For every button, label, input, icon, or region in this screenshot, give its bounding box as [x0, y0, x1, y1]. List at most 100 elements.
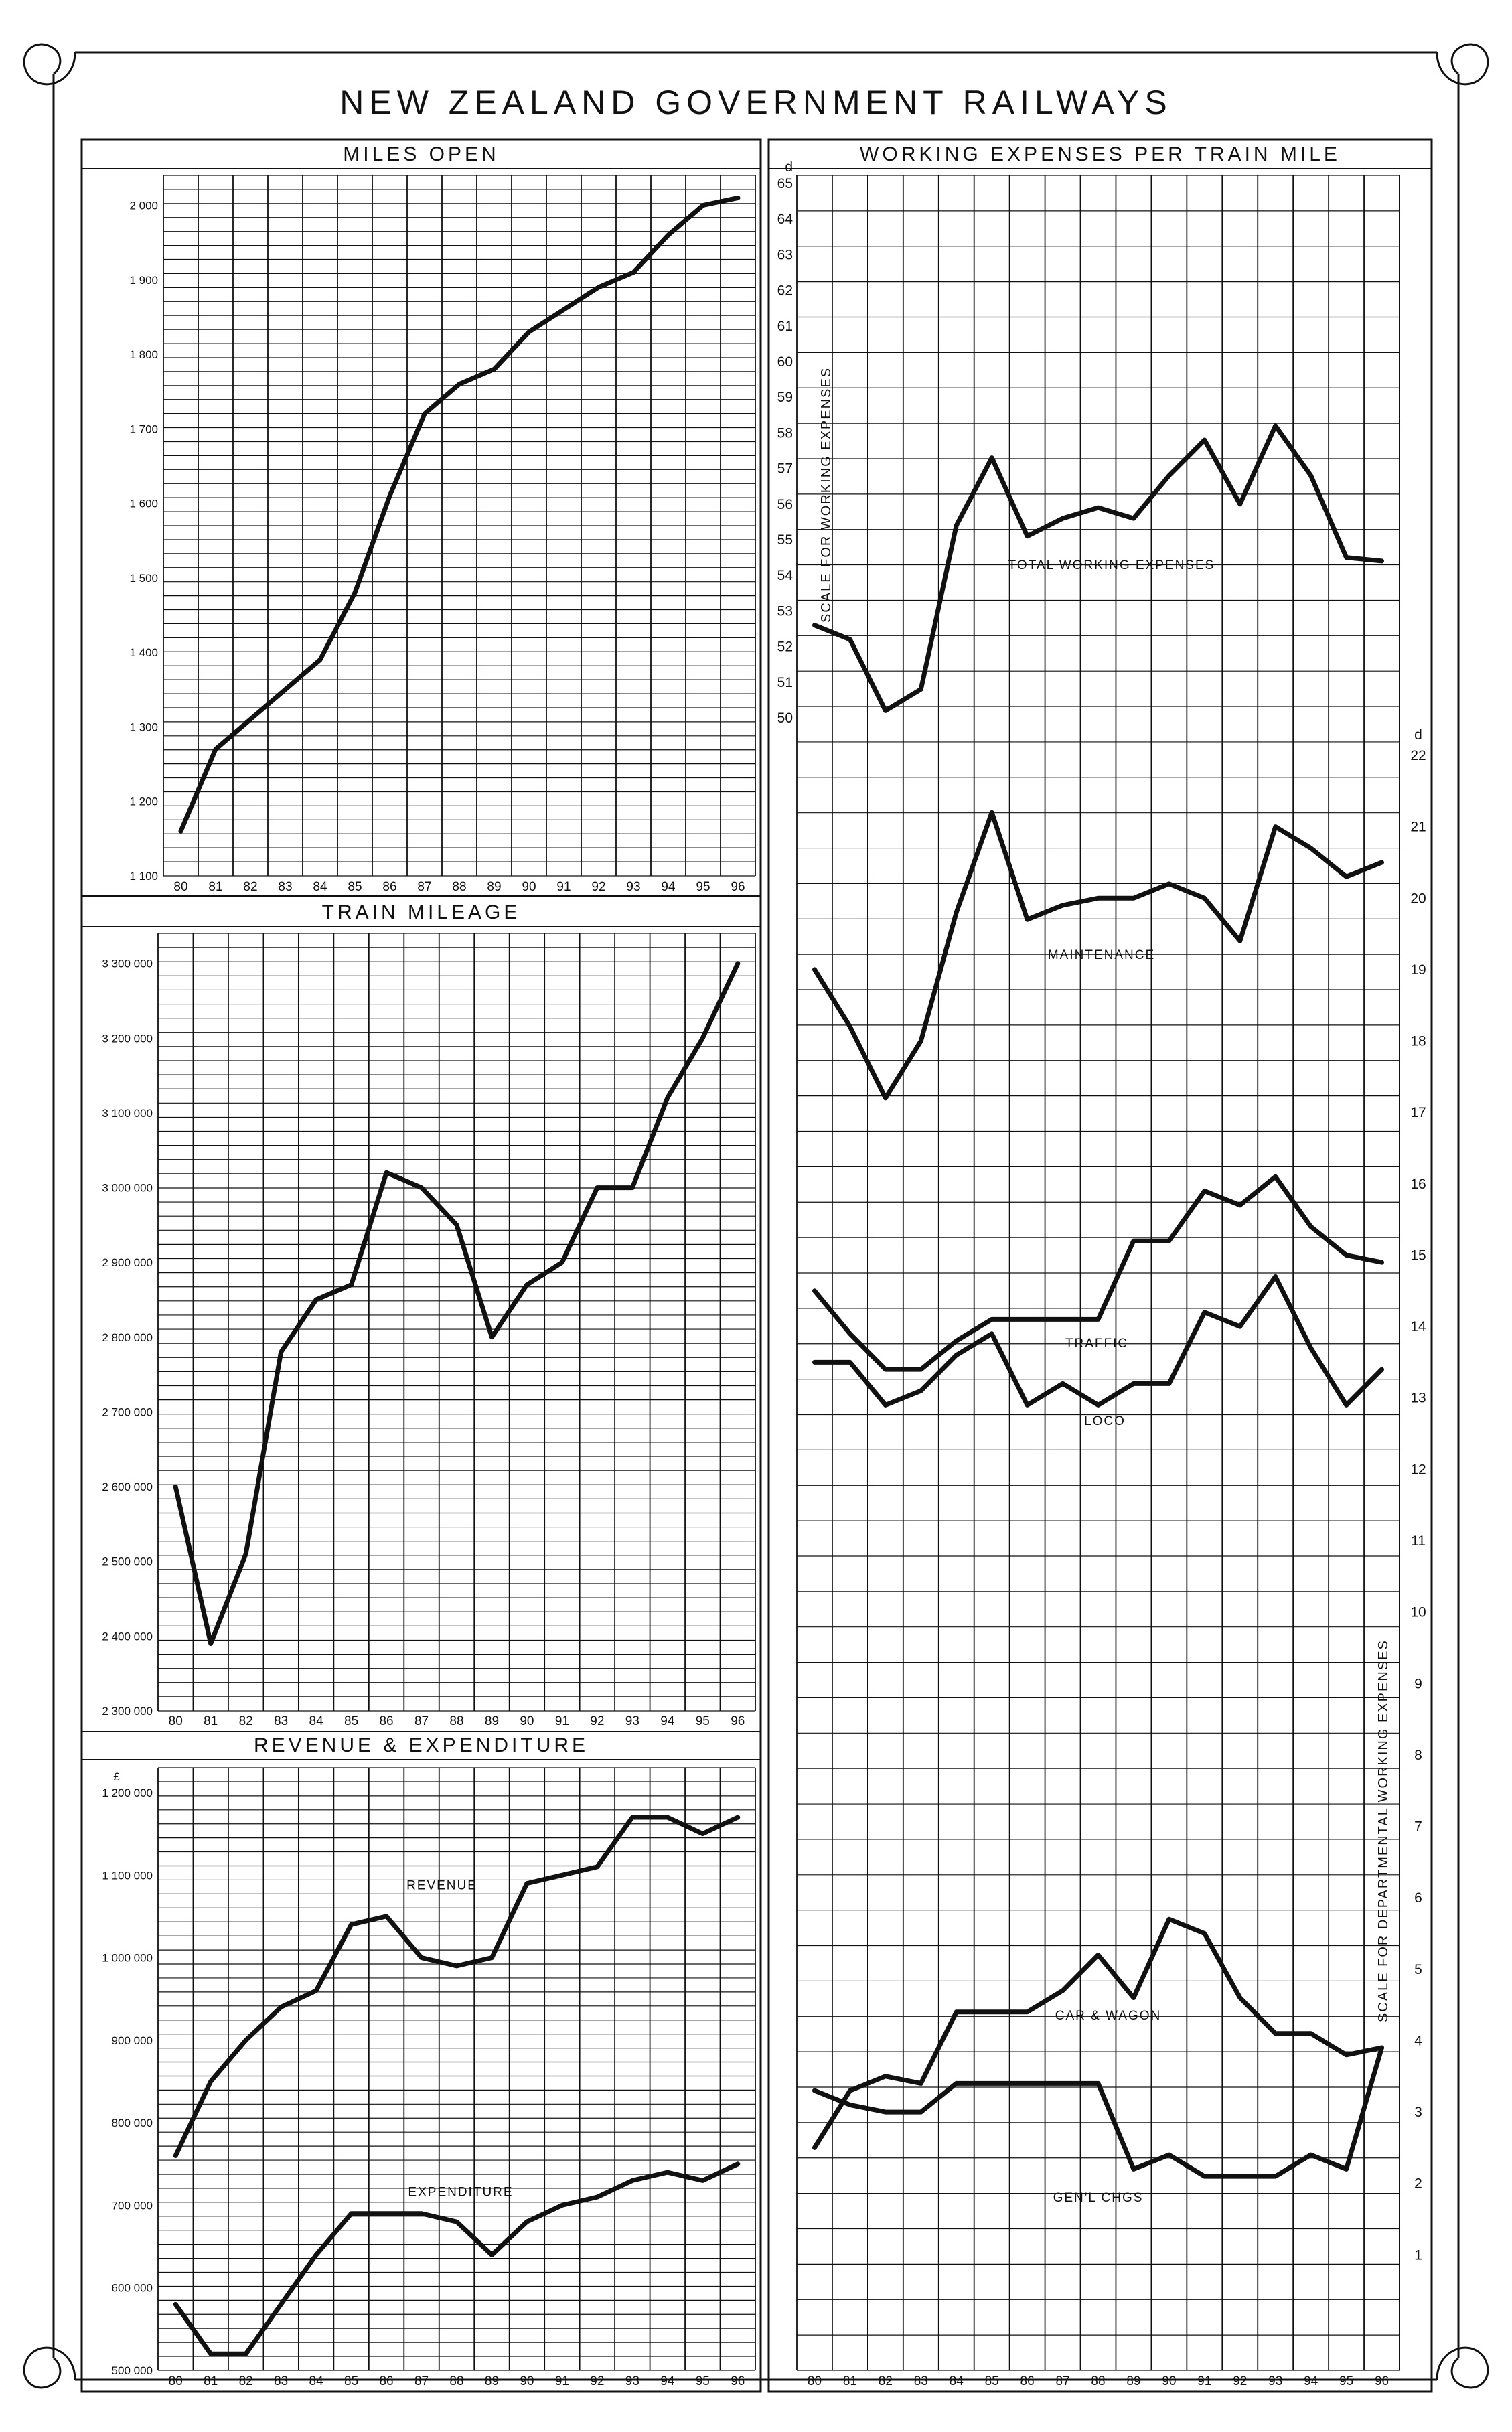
x-tick-label: 85	[985, 2374, 999, 2388]
right-axis-tick: 6	[1414, 1890, 1422, 1906]
x-tick-label: 94	[1304, 2374, 1318, 2388]
x-tick-label: 91	[1197, 2374, 1211, 2388]
y-tick-label: 1 500	[129, 572, 158, 585]
panel-title: MILES OPEN	[343, 143, 499, 165]
y-tick-label: 1 400	[129, 646, 158, 659]
left-axis-tick: 64	[777, 212, 793, 227]
x-tick-label: 88	[1091, 2374, 1105, 2388]
x-tick-label: 87	[414, 2374, 429, 2388]
right-axis-tick: 1	[1414, 2247, 1422, 2263]
series-line	[812, 1916, 1384, 2150]
panel-title: WORKING EXPENSES PER TRAIN MILE	[860, 143, 1341, 165]
left-axis-tick: 54	[777, 568, 793, 583]
left-axis-tick: 63	[777, 247, 793, 262]
left-axis-tick: 62	[777, 283, 793, 299]
y-tick-label: 1 800	[129, 348, 158, 361]
y-tick-label: 2 600 000	[102, 1480, 153, 1493]
x-tick-label: 89	[487, 880, 501, 894]
left-axis-tick: 56	[777, 497, 793, 512]
x-tick-label: 81	[204, 2374, 218, 2388]
x-tick-label: 95	[696, 1714, 710, 1728]
series-label: CAR & WAGON	[1055, 2009, 1162, 2023]
x-tick-label: 93	[625, 1714, 639, 1728]
right-axis-tick: 19	[1410, 962, 1426, 978]
x-tick-label: 91	[555, 2374, 569, 2388]
y-tick-label: 1 200 000	[102, 1787, 153, 1799]
x-tick-label: 94	[660, 2374, 675, 2388]
right-axis-tick: 10	[1410, 1605, 1426, 1620]
x-tick-label: 89	[1126, 2374, 1140, 2388]
x-tick-label: 82	[879, 2374, 893, 2388]
y-tick-label: 1 100 000	[102, 1869, 153, 1882]
series-line	[812, 810, 1384, 1101]
series-line	[173, 961, 741, 1646]
series-label: MAINTENANCE	[1048, 948, 1155, 962]
left-axis-tick: 52	[777, 639, 793, 655]
x-tick-label: 85	[348, 880, 362, 894]
x-tick-label: 96	[731, 1714, 745, 1728]
series-line	[812, 1174, 1384, 1372]
grid	[157, 1767, 756, 2371]
y-tick-label: 1 200	[129, 795, 158, 808]
x-tick-label: 85	[344, 1714, 358, 1728]
plate-title: NEW ZEALAND GOVERNMENT RAILWAYS	[339, 84, 1173, 121]
x-tick-label: 85	[344, 2374, 358, 2388]
right-axis-tick: 12	[1410, 1462, 1426, 1477]
left-axis-label: SCALE FOR WORKING EXPENSES	[819, 367, 834, 623]
x-tick-label: 86	[382, 880, 396, 894]
x-tick-label: 88	[449, 1714, 463, 1728]
right-axis-tick: 17	[1410, 1105, 1426, 1120]
y-tick-label: 900 000	[112, 2034, 153, 2047]
right-axis-tick: 15	[1410, 1247, 1426, 1263]
x-tick-label: 84	[950, 2374, 964, 2388]
right-axis-tick: 14	[1410, 1319, 1426, 1335]
series-line	[812, 1274, 1384, 1408]
right-axis-tick: 21	[1410, 820, 1426, 835]
y-tick-label: 2 300 000	[102, 1705, 153, 1718]
x-tick-label: 96	[731, 2374, 745, 2388]
x-tick-label: 81	[208, 880, 222, 894]
x-tick-label: 80	[169, 2374, 183, 2388]
x-tick-label: 81	[204, 1714, 218, 1728]
left-axis-tick: 53	[777, 603, 793, 619]
left-axis-tick: 57	[777, 461, 793, 477]
right-axis-tick: 4	[1414, 2033, 1422, 2048]
right-axis-tick: 16	[1410, 1176, 1426, 1192]
x-tick-label: 83	[914, 2374, 928, 2388]
left-axis-tick: 55	[777, 532, 793, 548]
right-axis-tick: 20	[1410, 891, 1426, 906]
x-tick-label: 84	[309, 1714, 324, 1728]
x-tick-label: 90	[522, 880, 536, 894]
x-tick-label: 86	[379, 1714, 393, 1728]
right-axis-tick: 5	[1414, 1962, 1422, 1977]
x-tick-label: 89	[485, 1714, 499, 1728]
x-tick-label: 88	[449, 2374, 463, 2388]
panel-frames	[80, 138, 1433, 2393]
x-tick-label: 93	[626, 880, 640, 894]
x-tick-label: 92	[590, 2374, 604, 2388]
right-axis-tick: 9	[1414, 1676, 1422, 1691]
left-axis-tick: 51	[777, 675, 793, 690]
series-label: GEN'L CHGS	[1053, 2191, 1144, 2205]
left-axis-unit: d	[785, 159, 793, 175]
x-tick-label: 90	[1162, 2374, 1176, 2388]
x-tick-label: 84	[313, 880, 327, 894]
right-axis-tick: 7	[1414, 1819, 1422, 1835]
y-tick-label: 2 900 000	[102, 1256, 153, 1269]
y-tick-label: 700 000	[112, 2199, 153, 2212]
series-line	[173, 1815, 741, 2158]
x-tick-label: 95	[1339, 2374, 1353, 2388]
x-tick-label: 90	[520, 1714, 534, 1728]
x-tick-label: 80	[173, 880, 187, 894]
y-tick-label: 1 900	[129, 274, 158, 287]
x-tick-label: 92	[1233, 2374, 1247, 2388]
x-tick-label: 93	[625, 2374, 639, 2388]
x-tick-label: 86	[1020, 2374, 1035, 2388]
panel-title: TRAIN MILEAGE	[322, 901, 521, 923]
x-tick-label: 88	[452, 880, 466, 894]
series-line	[812, 423, 1384, 713]
right-axis-unit: d	[1414, 727, 1422, 743]
currency-mark: £	[113, 1770, 120, 1783]
x-tick-label: 87	[1055, 2374, 1069, 2388]
